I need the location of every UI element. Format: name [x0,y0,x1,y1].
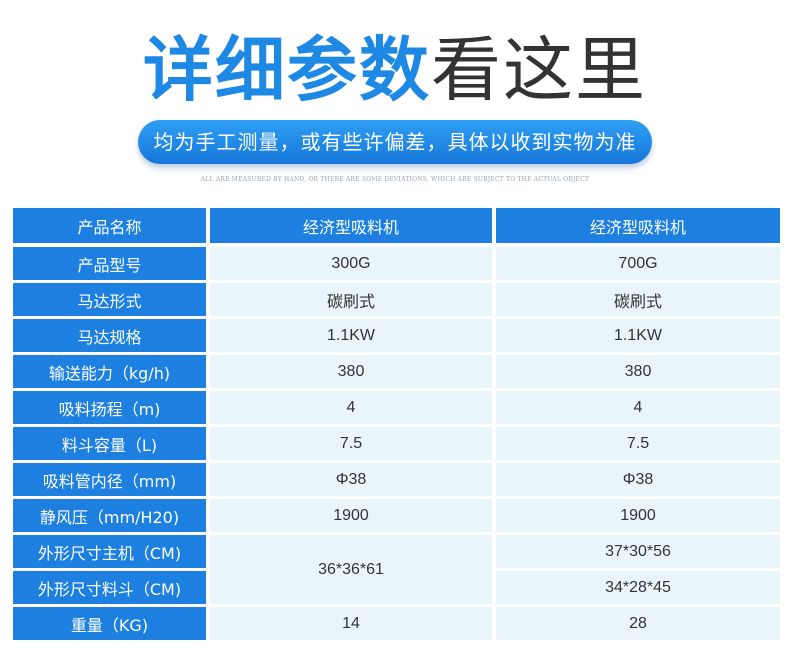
row-label: 马达形式 [13,283,206,316]
row-value-b: Φ38 [496,463,780,496]
row-label: 吸料扬程（m) [13,391,206,424]
row-value-a: Φ38 [210,463,492,496]
title-light: 看这里 [431,29,647,111]
row-label: 外形尺寸主机（CM) [13,535,206,568]
page-title: 详细参数看这里 [0,28,790,112]
row-value-b: 碳刷式 [496,283,780,316]
row-value-b: 1900 [496,499,780,532]
row-label: 马达规格 [13,319,206,352]
row-value-b: 34*28*45 [496,571,780,604]
title-bold: 详细参数 [143,29,431,111]
row-value-b: 37*30*56 [496,535,780,568]
row-value-a-merged: 36*36*61 [210,535,492,604]
disclaimer-note: ALL ARE MEASURED BY HAND, OR THERE ARE S… [200,176,590,183]
row-label: 料斗容量（L) [13,427,206,460]
row-value-a: 380 [210,355,492,388]
row-label: 产品型号 [13,247,206,280]
row-value-b: 380 [496,355,780,388]
row-value-b: 7.5 [496,427,780,460]
row-label: 外形尺寸料斗（CM) [13,571,206,604]
row-value-b: 28 [496,607,780,640]
table-header-name: 产品名称 [13,208,206,243]
row-value-a: 1900 [210,499,492,532]
row-label: 吸料管内径（mm) [13,463,206,496]
row-label: 输送能力（kg/h) [13,355,206,388]
row-value-a: 4 [210,391,492,424]
table-header-col-b: 经济型吸料机 [496,208,780,243]
row-value-a: 碳刷式 [210,283,492,316]
row-value-a: 1.1KW [210,319,492,352]
row-label: 静风压（mm/H20) [13,499,206,532]
disclaimer-banner: 均为手工测量，或有些许偏差，具体以收到实物为准 [138,120,652,164]
row-value-a: 7.5 [210,427,492,460]
row-value-a: 14 [210,607,492,640]
row-value-a: 300G [210,247,492,280]
row-label: 重量（KG) [13,607,206,640]
row-value-b: 1.1KW [496,319,780,352]
row-value-b: 4 [496,391,780,424]
row-value-b: 700G [496,247,780,280]
table-header-col-a: 经济型吸料机 [210,208,492,243]
